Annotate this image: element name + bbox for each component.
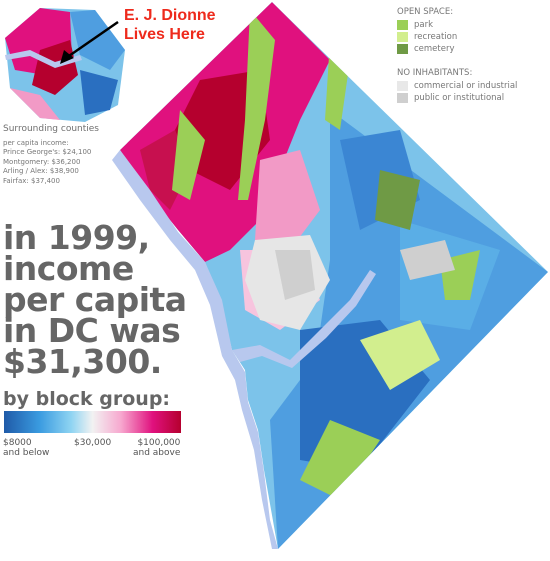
county-row: Montgomery: $36,200 <box>3 157 81 166</box>
legend-public: public or institutional <box>414 93 505 103</box>
county-name: Arling / Alex <box>3 167 46 176</box>
recreation-swatch <box>397 32 408 42</box>
county-row: Fairfax: $37,400 <box>3 176 60 185</box>
headline-line2: income <box>3 249 134 288</box>
scale-max-sub: and above <box>133 448 181 458</box>
annotation-line2: Lives Here <box>124 26 205 43</box>
headline-line3: per capita <box>3 280 187 319</box>
county-name: Montgomery <box>3 157 47 166</box>
block-group-label: by block group: <box>3 388 171 410</box>
county-row: Arling / Alex: $38,900 <box>3 167 79 176</box>
legend-recreation: recreation <box>414 32 458 42</box>
income-scale-bar <box>4 411 181 433</box>
legend-cemetery: cemetery <box>414 44 455 54</box>
headline-line5: $31,300. <box>3 342 162 381</box>
scale-min-sub: and below <box>3 448 50 458</box>
county-value: $24,100 <box>62 148 92 157</box>
cemetery-swatch <box>397 44 408 54</box>
county-name: Prince George's <box>3 148 58 157</box>
open-space-heading: OPEN SPACE: <box>397 7 454 17</box>
scale-min-label: $8000 <box>3 438 32 448</box>
scale-max-label: $100,000 <box>137 438 181 448</box>
surrounding-subtitle: per capita income: <box>3 139 69 147</box>
legend-park: park <box>414 20 434 30</box>
legend-commercial: commercial or industrial <box>414 81 518 91</box>
surrounding-counties-list: per capita income: Prince George's: $24,… <box>3 139 91 186</box>
surrounding-counties-inset <box>5 8 125 122</box>
county-row: Prince George's: $24,100 <box>3 148 92 157</box>
annotation-line1: E. J. Dionne <box>124 7 216 24</box>
county-value: $38,900 <box>49 167 79 176</box>
headline: in 1999, income per capita in DC was $31… <box>3 218 187 381</box>
county-value: $36,200 <box>51 157 81 166</box>
county-value: $37,400 <box>31 176 60 185</box>
public-swatch <box>397 93 408 103</box>
headline-line4: in DC was <box>3 311 181 350</box>
surrounding-counties-title: Surrounding counties <box>3 124 99 134</box>
park-swatch <box>397 20 408 30</box>
scale-max: $100,000 and above <box>133 438 180 458</box>
no-inhabitants-heading: NO INHABITANTS: <box>397 68 473 78</box>
commercial-swatch <box>397 81 408 91</box>
headline-line1: in 1999, <box>3 218 150 257</box>
annotation-arrow <box>65 20 119 60</box>
annotation-label: E. J. Dionne Lives Here <box>124 6 216 44</box>
county-name: Fairfax <box>3 176 27 185</box>
scale-mid-label: $30,000 <box>74 438 112 448</box>
arrow-head <box>60 50 74 64</box>
scale-min: $8000 and below <box>3 438 49 458</box>
anacostia-river <box>232 270 376 368</box>
